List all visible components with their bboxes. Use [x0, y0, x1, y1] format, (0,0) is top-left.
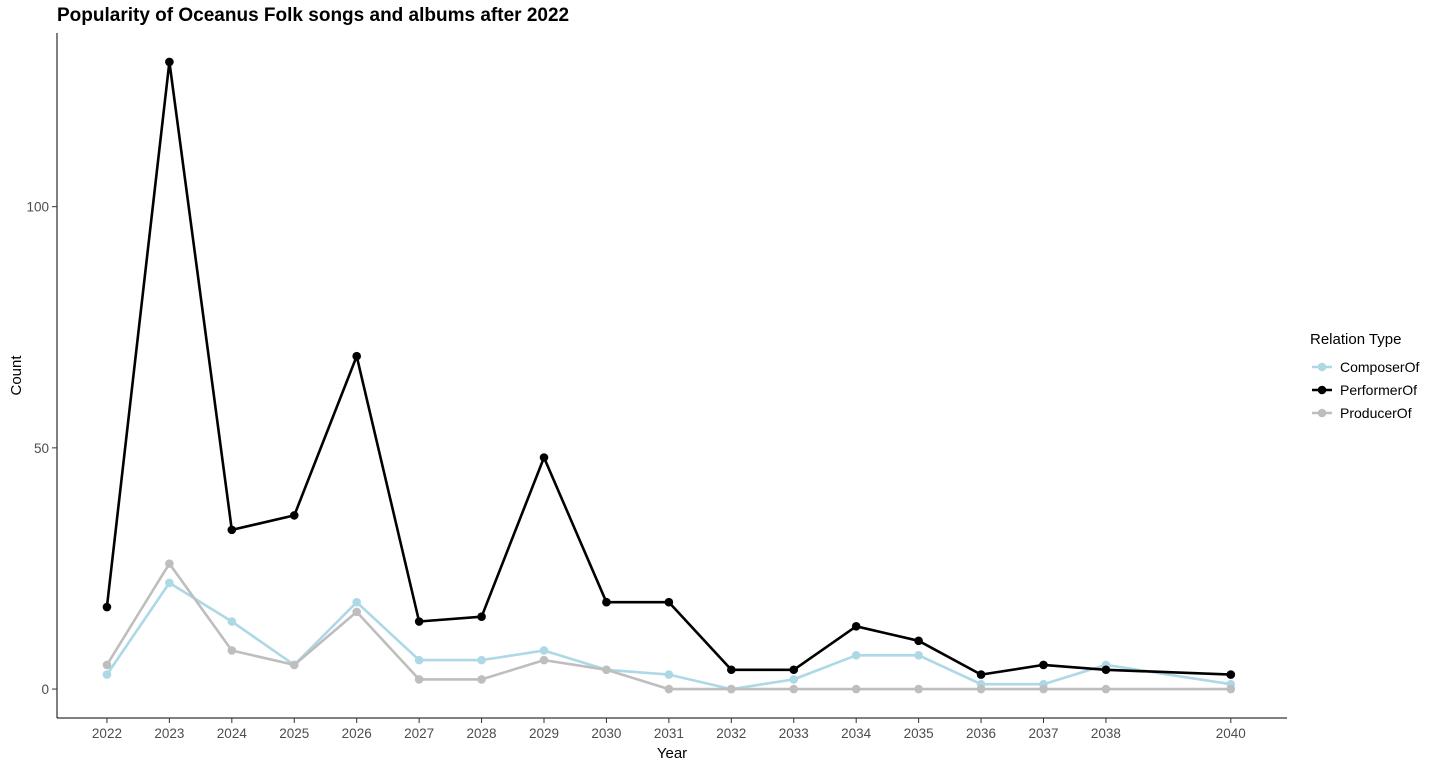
legend-label: PerformerOf — [1340, 381, 1418, 398]
x-tick-label: 2037 — [1028, 726, 1058, 741]
data-point-performerof — [789, 665, 799, 675]
x-tick-label: 2033 — [779, 726, 809, 741]
x-tick-label: 2030 — [591, 726, 621, 741]
legend-title: Relation Type — [1310, 331, 1402, 348]
data-point-composerof — [227, 617, 237, 626]
data-point-producerof — [539, 655, 549, 665]
y-tick-label: 50 — [34, 441, 49, 456]
data-point-performerof — [227, 525, 237, 535]
data-point-producerof — [914, 684, 923, 694]
data-point-composerof — [165, 578, 174, 588]
y-axis-title: Count — [8, 355, 25, 396]
x-tick-label: 2023 — [154, 726, 184, 741]
legend-key-producerof — [1312, 408, 1332, 417]
data-point-composerof — [477, 655, 486, 665]
y-tick-label: 100 — [26, 200, 49, 215]
x-tick-label: 2027 — [404, 726, 434, 741]
x-tick-label: 2028 — [467, 726, 497, 741]
data-point-performerof — [664, 597, 674, 607]
series-line-producerof — [105, 562, 1231, 691]
data-point-producerof — [602, 665, 611, 675]
legend: Relation Type ComposerOf PerformerOf Produ… — [1310, 331, 1419, 424]
x-axis-title: Year — [657, 745, 687, 762]
data-point-producerof — [289, 660, 299, 670]
data-point-performerof — [477, 612, 486, 621]
legend-item-performerof: PerformerOf — [1310, 378, 1419, 401]
legend-key-performerof — [1312, 385, 1332, 394]
data-point-producerof — [789, 684, 799, 694]
series-layer — [102, 57, 1236, 694]
data-point-performerof — [165, 57, 174, 67]
data-point-performerof — [1226, 670, 1236, 679]
data-point-producerof — [352, 607, 361, 617]
data-point-performerof — [1039, 660, 1048, 670]
series-line-composerof — [105, 581, 1231, 691]
data-point-performerof — [976, 670, 986, 679]
data-point-performerof — [289, 511, 299, 520]
x-tick-label: 2025 — [279, 726, 309, 741]
data-point-producerof — [414, 675, 424, 684]
x-tick-label: 2038 — [1091, 726, 1121, 741]
x-tick-label: 2032 — [716, 726, 746, 741]
data-point-composerof — [789, 675, 799, 684]
series-performerof — [102, 57, 1236, 679]
y-tick-label: 0 — [41, 682, 49, 697]
series-producerof — [102, 559, 1236, 694]
legend-item-composerof: ComposerOf — [1310, 355, 1419, 378]
data-point-performerof — [602, 597, 611, 607]
data-point-performerof — [914, 636, 923, 646]
x-tick-label: 2026 — [342, 726, 372, 741]
data-point-composerof — [414, 655, 424, 665]
legend-key-composerof — [1312, 362, 1332, 371]
data-point-composerof — [851, 650, 861, 660]
x-tick-label: 2031 — [654, 726, 684, 741]
legend-items: ComposerOf PerformerOf ProducerOf — [1310, 355, 1419, 424]
data-point-performerof — [102, 602, 112, 612]
x-tick-label: 2024 — [217, 726, 248, 741]
data-point-producerof — [727, 684, 736, 694]
data-point-producerof — [1101, 684, 1111, 694]
y-axis-ticks: 0 50 100 — [26, 200, 57, 697]
axes — [56, 33, 1287, 719]
series-line-performerof — [105, 60, 1231, 676]
x-tick-label: 2022 — [92, 726, 122, 741]
data-point-producerof — [664, 684, 674, 694]
data-point-producerof — [227, 646, 237, 655]
data-point-performerof — [539, 453, 549, 462]
data-point-producerof — [1226, 684, 1236, 694]
data-point-composerof — [914, 650, 923, 660]
x-axis-ticks: 2022 2023 2024 2025 2026 2027 2028 2029 2030 2031… — [92, 718, 1246, 741]
data-point-producerof — [851, 684, 861, 694]
data-point-performerof — [352, 351, 361, 361]
legend-label: ProducerOf — [1340, 404, 1412, 421]
data-point-producerof — [165, 559, 174, 568]
data-point-composerof — [352, 597, 361, 607]
series-composerof — [102, 578, 1236, 694]
data-point-producerof — [1039, 684, 1048, 694]
x-tick-label: 2029 — [529, 726, 559, 741]
chart-title: Popularity of Oceanus Folk songs and alb… — [57, 5, 570, 26]
data-point-performerof — [1101, 665, 1111, 675]
data-point-producerof — [976, 684, 986, 694]
data-point-performerof — [727, 665, 736, 675]
data-point-producerof — [477, 675, 486, 684]
data-point-composerof — [664, 670, 674, 679]
x-tick-label: 2034 — [841, 726, 872, 741]
data-point-performerof — [851, 622, 861, 631]
legend-item-producerof: ProducerOf — [1310, 401, 1419, 424]
x-tick-label: 2035 — [904, 726, 934, 741]
data-point-composerof — [539, 646, 549, 655]
data-point-producerof — [102, 660, 112, 670]
x-tick-label: 2036 — [966, 726, 996, 741]
legend-label: ComposerOf — [1340, 358, 1420, 375]
data-point-composerof — [102, 670, 112, 679]
x-tick-label: 2040 — [1216, 726, 1246, 741]
data-point-performerof — [414, 617, 424, 626]
